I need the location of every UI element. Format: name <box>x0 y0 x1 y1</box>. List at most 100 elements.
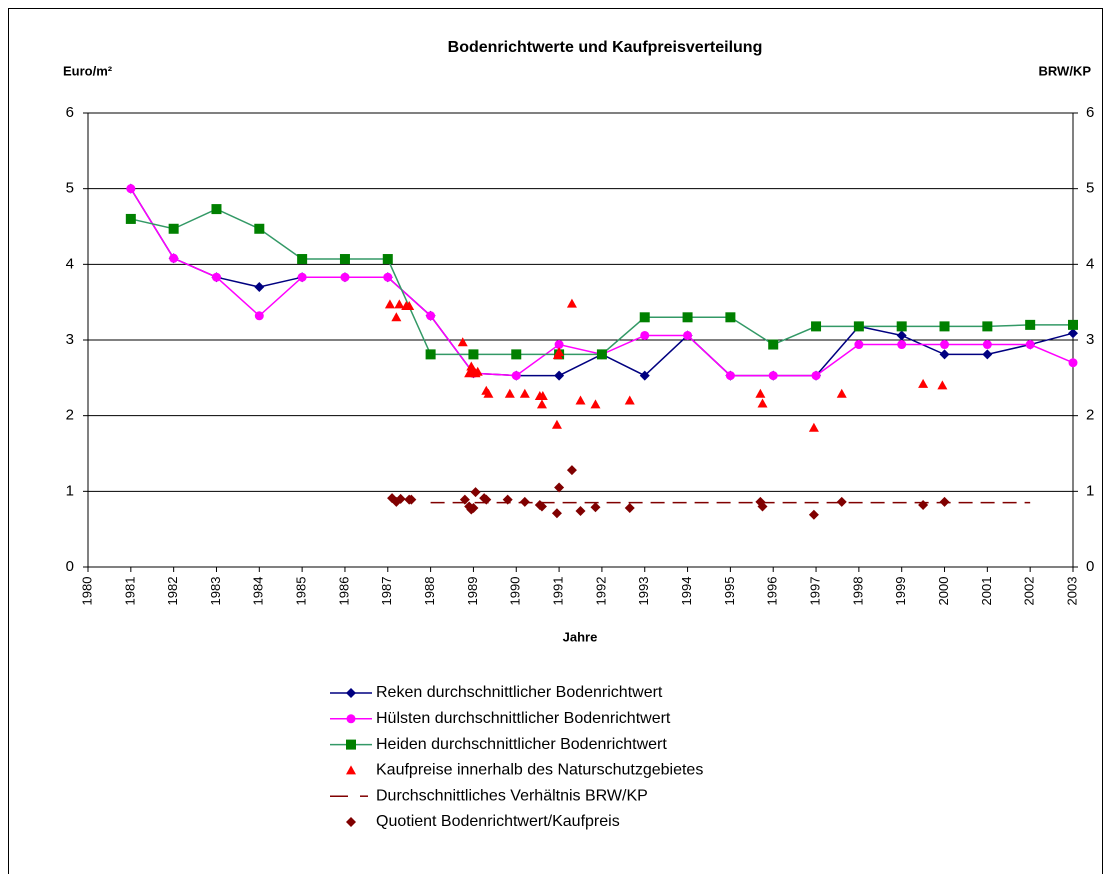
data-point <box>808 422 819 432</box>
data-point <box>481 494 492 505</box>
y-tick-label: 6 <box>66 104 74 121</box>
legend-marker <box>346 739 356 750</box>
x-tick-label: 2003 <box>1064 577 1079 606</box>
data-point <box>468 502 479 513</box>
legend-label: Durchschnittliches Verhältnis BRW/KP <box>376 787 648 804</box>
x-tick-label: 1990 <box>508 577 523 606</box>
data-point <box>725 312 736 323</box>
data-point <box>404 300 415 310</box>
data-point <box>836 388 847 398</box>
x-tick-label: 1996 <box>765 577 780 606</box>
data-point <box>639 312 650 323</box>
data-point <box>566 298 577 308</box>
x-tick-label: 1993 <box>636 577 651 606</box>
data-point <box>394 299 405 309</box>
data-point <box>383 272 393 282</box>
legend-label: Hülsten durchschnittlicher Bodenrichtwer… <box>376 710 671 727</box>
data-point <box>982 321 993 332</box>
data-point <box>937 380 948 390</box>
y-tick-label: 5 <box>66 180 74 197</box>
data-point <box>939 349 950 360</box>
data-point <box>757 501 768 512</box>
x-tick-label: 1985 <box>294 577 309 606</box>
data-point <box>982 349 993 360</box>
data-point <box>757 398 768 408</box>
data-point <box>624 502 635 513</box>
data-point <box>254 282 265 293</box>
y2-tick-label: 5 <box>1086 180 1094 197</box>
data-point <box>590 502 601 513</box>
legend-label: Heiden durchschnittlicher Bodenrichtwert <box>376 736 667 753</box>
data-point <box>519 496 530 507</box>
x-tick-label: 1997 <box>807 577 822 606</box>
data-point <box>126 184 136 194</box>
y2-tick-label: 6 <box>1086 104 1094 121</box>
x-tick-label: 2001 <box>979 577 994 606</box>
y2-tick-label: 4 <box>1086 255 1094 272</box>
data-point <box>254 311 264 321</box>
data-point <box>853 321 864 332</box>
data-point <box>384 299 395 309</box>
data-point <box>1068 319 1078 330</box>
x-tick-label: 1994 <box>679 577 694 606</box>
x-tick-label: 1989 <box>465 577 480 606</box>
legend-marker <box>346 765 356 775</box>
legend-label: Reken durchschnittlicher Bodenrichtwert <box>376 684 663 701</box>
data-point <box>551 419 562 429</box>
data-point <box>168 223 179 234</box>
plot-border <box>87 112 1074 568</box>
x-tick-label: 1980 <box>79 577 94 606</box>
data-point <box>470 487 481 498</box>
data-point <box>811 321 822 332</box>
data-point <box>725 371 735 381</box>
data-point <box>297 254 308 265</box>
data-point <box>537 390 548 400</box>
x-tick-label: 1983 <box>208 577 223 606</box>
x-tick-label: 1987 <box>379 577 394 606</box>
data-point <box>897 340 907 350</box>
data-point <box>459 494 470 505</box>
data-point <box>836 496 847 507</box>
data-point <box>896 321 907 332</box>
y2-tick-label: 1 <box>1086 482 1094 499</box>
data-point <box>554 370 565 381</box>
legend-label: Quotient Bodenrichtwert/Kaufpreis <box>376 813 620 830</box>
x-tick-label: 1984 <box>251 577 266 606</box>
data-point <box>502 494 513 505</box>
y2-tick-label: 0 <box>1086 558 1094 575</box>
data-point <box>211 204 222 215</box>
data-point <box>382 254 393 265</box>
data-point <box>425 349 436 360</box>
data-point <box>1025 319 1036 330</box>
y-tick-label: 3 <box>66 331 74 348</box>
data-point <box>406 494 417 505</box>
data-point <box>536 501 547 512</box>
data-point <box>590 399 601 409</box>
y-tick-label: 4 <box>66 255 74 272</box>
data-point <box>596 349 607 360</box>
data-point <box>1068 358 1078 368</box>
data-point <box>682 312 693 323</box>
data-point <box>554 482 565 493</box>
x-tick-label: 2000 <box>936 577 951 606</box>
data-point <box>519 388 530 398</box>
x-tick-label: 1998 <box>850 577 865 606</box>
data-point <box>554 340 564 350</box>
chart-title: Bodenrichtwerte und Kaufpreisverteilung <box>448 39 763 56</box>
data-point <box>169 253 179 263</box>
data-point <box>464 368 475 378</box>
data-point <box>426 311 436 321</box>
data-point <box>536 399 547 409</box>
data-point <box>768 371 778 381</box>
data-point <box>918 378 929 388</box>
legend-marker <box>346 714 356 724</box>
x-tick-label: 2002 <box>1022 577 1037 606</box>
data-point <box>511 349 522 360</box>
data-point <box>896 330 907 341</box>
data-point <box>683 330 693 340</box>
y-tick-label: 1 <box>66 482 74 499</box>
x-tick-label: 1995 <box>722 577 737 606</box>
data-point <box>125 213 136 224</box>
